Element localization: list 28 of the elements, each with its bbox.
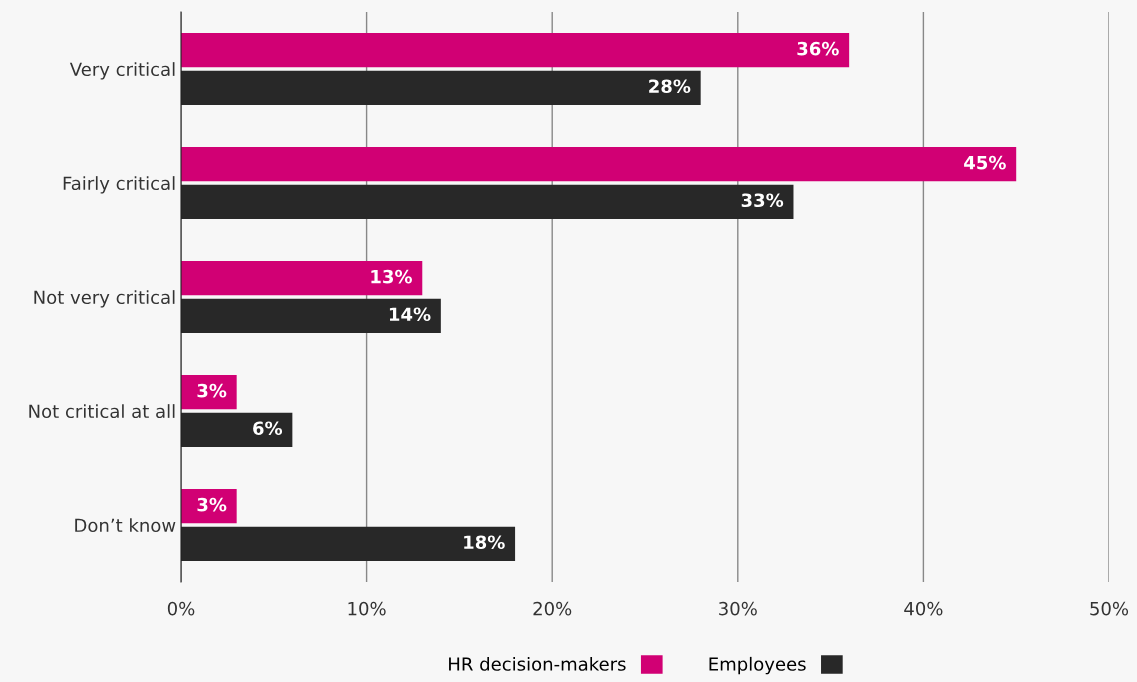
text: 13% bbox=[371, 269, 412, 284]
text: 3% bbox=[197, 497, 227, 512]
x-tick-label: 10% bbox=[348, 601, 386, 616]
text: 3% bbox=[197, 383, 227, 398]
text: 45% bbox=[964, 155, 1006, 170]
bar bbox=[181, 261, 423, 296]
y-tick-label: Very critical bbox=[69, 62, 175, 80]
x-tick-label: 50% bbox=[1090, 601, 1129, 616]
text: 36% bbox=[797, 41, 839, 56]
text: 33% bbox=[741, 193, 784, 208]
legend-label: HR decision-makers bbox=[449, 656, 626, 671]
bar bbox=[181, 489, 237, 524]
y-tick-label: Not very critical bbox=[34, 290, 175, 308]
y-tick-label: Fairly critical bbox=[63, 176, 175, 194]
x-tick-label: 20% bbox=[533, 601, 572, 616]
x-tick-label: 0% bbox=[167, 601, 195, 616]
bar bbox=[181, 147, 1017, 182]
bar bbox=[181, 375, 237, 410]
text: 18% bbox=[464, 535, 505, 550]
text: 14% bbox=[389, 307, 431, 322]
legend-label: Employees bbox=[709, 656, 806, 675]
x-tick-label: 40% bbox=[904, 601, 943, 616]
x-tick-label: 30% bbox=[719, 601, 757, 616]
y-tick-label: Not critical at all bbox=[29, 404, 175, 419]
bar bbox=[181, 33, 850, 68]
text: 28% bbox=[649, 79, 691, 94]
text: 6% bbox=[253, 421, 283, 436]
y-tick-label: Don’t know bbox=[75, 518, 176, 533]
